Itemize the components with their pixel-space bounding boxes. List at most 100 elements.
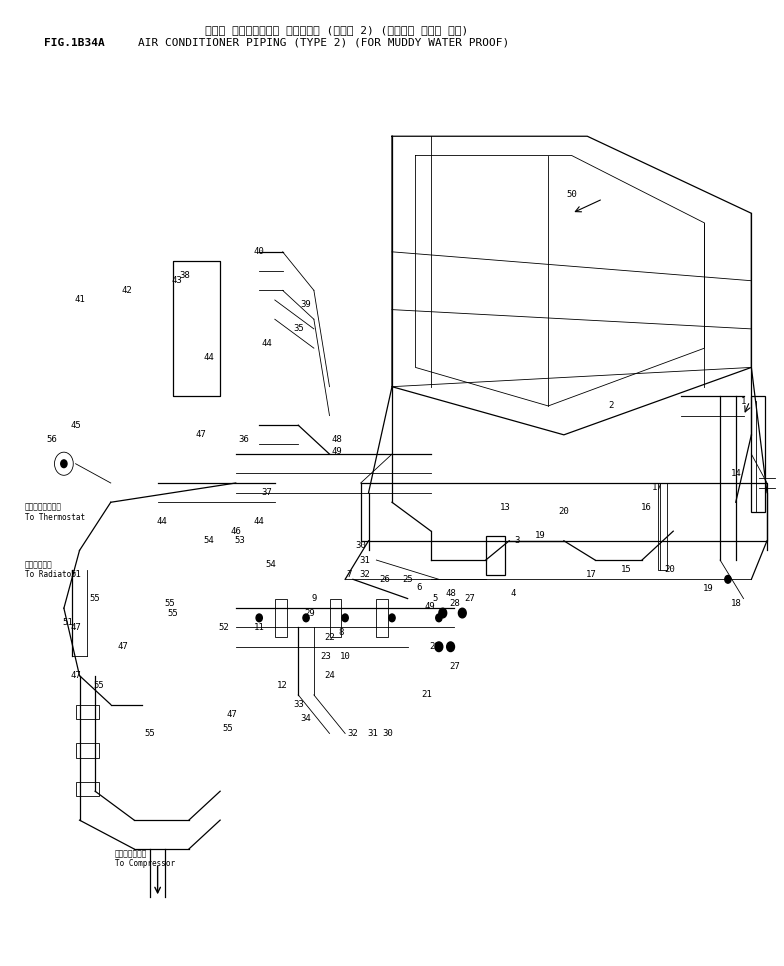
- Text: 55: 55: [164, 599, 175, 608]
- Text: 36: 36: [238, 435, 249, 444]
- Text: 1: 1: [741, 397, 746, 406]
- Bar: [75, 743, 99, 757]
- Text: エアー コンディショナ パイピング (タイプ 2) (ドロミス ボウシ ヨウ): エアー コンディショナ パイピング (タイプ 2) (ドロミス ボウシ ヨウ): [205, 25, 468, 36]
- Text: 55: 55: [89, 594, 100, 603]
- Text: 46: 46: [230, 526, 241, 536]
- Text: 48: 48: [332, 435, 343, 444]
- Text: 16: 16: [641, 502, 652, 512]
- Text: 21: 21: [422, 691, 433, 699]
- Text: 17: 17: [586, 570, 597, 579]
- Text: 23: 23: [320, 652, 331, 661]
- Bar: [329, 599, 341, 638]
- Circle shape: [61, 460, 67, 468]
- Text: 19: 19: [703, 584, 713, 593]
- Text: 44: 44: [254, 517, 264, 526]
- Text: 20: 20: [664, 565, 675, 574]
- Text: 51: 51: [63, 618, 73, 627]
- Text: 42: 42: [121, 286, 132, 295]
- Text: FIG.1B34A: FIG.1B34A: [45, 38, 105, 48]
- Text: 22: 22: [324, 633, 335, 641]
- Text: 47: 47: [195, 430, 206, 440]
- Text: 53: 53: [234, 536, 245, 545]
- Text: 18: 18: [731, 599, 741, 608]
- Text: 33: 33: [293, 700, 303, 709]
- Text: 54: 54: [266, 560, 276, 569]
- Circle shape: [256, 614, 263, 622]
- Text: 47: 47: [227, 710, 238, 719]
- Text: 45: 45: [71, 421, 81, 430]
- Bar: [486, 536, 505, 575]
- Circle shape: [436, 614, 442, 622]
- Text: 29: 29: [305, 609, 315, 617]
- Circle shape: [389, 614, 395, 622]
- Text: 48: 48: [445, 589, 456, 598]
- Text: 55: 55: [93, 681, 104, 690]
- Text: 51: 51: [71, 570, 81, 579]
- Text: 11: 11: [254, 623, 264, 632]
- Text: 49: 49: [424, 602, 435, 611]
- Circle shape: [439, 609, 447, 618]
- Text: 15: 15: [621, 565, 632, 574]
- Text: 12: 12: [278, 681, 288, 690]
- Text: コンプレッサへ
To Compressor: コンプレッサへ To Compressor: [114, 849, 175, 868]
- Text: 49: 49: [332, 446, 343, 456]
- Text: 44: 44: [262, 339, 272, 348]
- Bar: [751, 396, 765, 512]
- Text: 26: 26: [379, 575, 390, 583]
- Text: 30: 30: [383, 729, 394, 738]
- Text: 10: 10: [339, 652, 350, 661]
- Text: 7: 7: [347, 570, 352, 579]
- Bar: [376, 599, 388, 638]
- Text: 55: 55: [144, 729, 155, 738]
- Text: 9: 9: [311, 594, 317, 603]
- Text: 27: 27: [465, 594, 476, 603]
- Text: 27: 27: [449, 662, 460, 670]
- Circle shape: [724, 576, 731, 583]
- Text: 47: 47: [117, 642, 128, 651]
- Circle shape: [459, 609, 466, 618]
- Text: 37: 37: [262, 488, 272, 497]
- Text: 14: 14: [731, 469, 741, 478]
- Bar: [75, 781, 99, 796]
- Bar: [173, 262, 220, 396]
- Text: 8: 8: [339, 628, 344, 637]
- Circle shape: [303, 614, 309, 622]
- Bar: [275, 599, 286, 638]
- Text: 44: 44: [156, 517, 167, 526]
- Text: 32: 32: [347, 729, 358, 738]
- Text: 28: 28: [449, 599, 460, 608]
- Text: ラジェータへ
To Radiator: ラジェータへ To Radiator: [25, 560, 76, 580]
- Bar: [658, 483, 667, 570]
- Text: 55: 55: [168, 609, 179, 617]
- Text: 31: 31: [367, 729, 378, 738]
- Text: 2: 2: [608, 402, 613, 411]
- Text: 50: 50: [566, 189, 577, 199]
- Text: 25: 25: [402, 575, 413, 583]
- Text: AIR CONDITIONER PIPING (TYPE 2) (FOR MUDDY WATER PROOF): AIR CONDITIONER PIPING (TYPE 2) (FOR MUD…: [138, 38, 510, 48]
- Circle shape: [447, 642, 455, 651]
- Text: 30: 30: [355, 541, 366, 550]
- Text: 34: 34: [301, 715, 311, 724]
- Text: 41: 41: [74, 296, 85, 304]
- Text: 44: 44: [203, 354, 214, 362]
- Text: 52: 52: [219, 623, 230, 632]
- Circle shape: [435, 642, 443, 651]
- Text: 28: 28: [430, 642, 441, 651]
- Text: 38: 38: [180, 271, 191, 280]
- Text: 54: 54: [203, 536, 214, 545]
- Text: 35: 35: [293, 325, 303, 333]
- Text: 6: 6: [416, 582, 422, 591]
- Text: 17: 17: [652, 483, 663, 493]
- Text: 19: 19: [535, 531, 546, 541]
- Text: 43: 43: [172, 276, 183, 285]
- Text: サーモスタットへ
To Thermostat: サーモスタットへ To Thermostat: [25, 502, 85, 522]
- Text: 3: 3: [514, 536, 520, 545]
- Text: 31: 31: [359, 555, 370, 564]
- Text: 4: 4: [510, 589, 516, 598]
- Text: 47: 47: [71, 671, 81, 680]
- Text: 56: 56: [47, 435, 57, 444]
- Circle shape: [342, 614, 348, 622]
- Text: 20: 20: [558, 507, 569, 517]
- Text: 40: 40: [254, 247, 264, 256]
- Text: 47: 47: [71, 623, 81, 632]
